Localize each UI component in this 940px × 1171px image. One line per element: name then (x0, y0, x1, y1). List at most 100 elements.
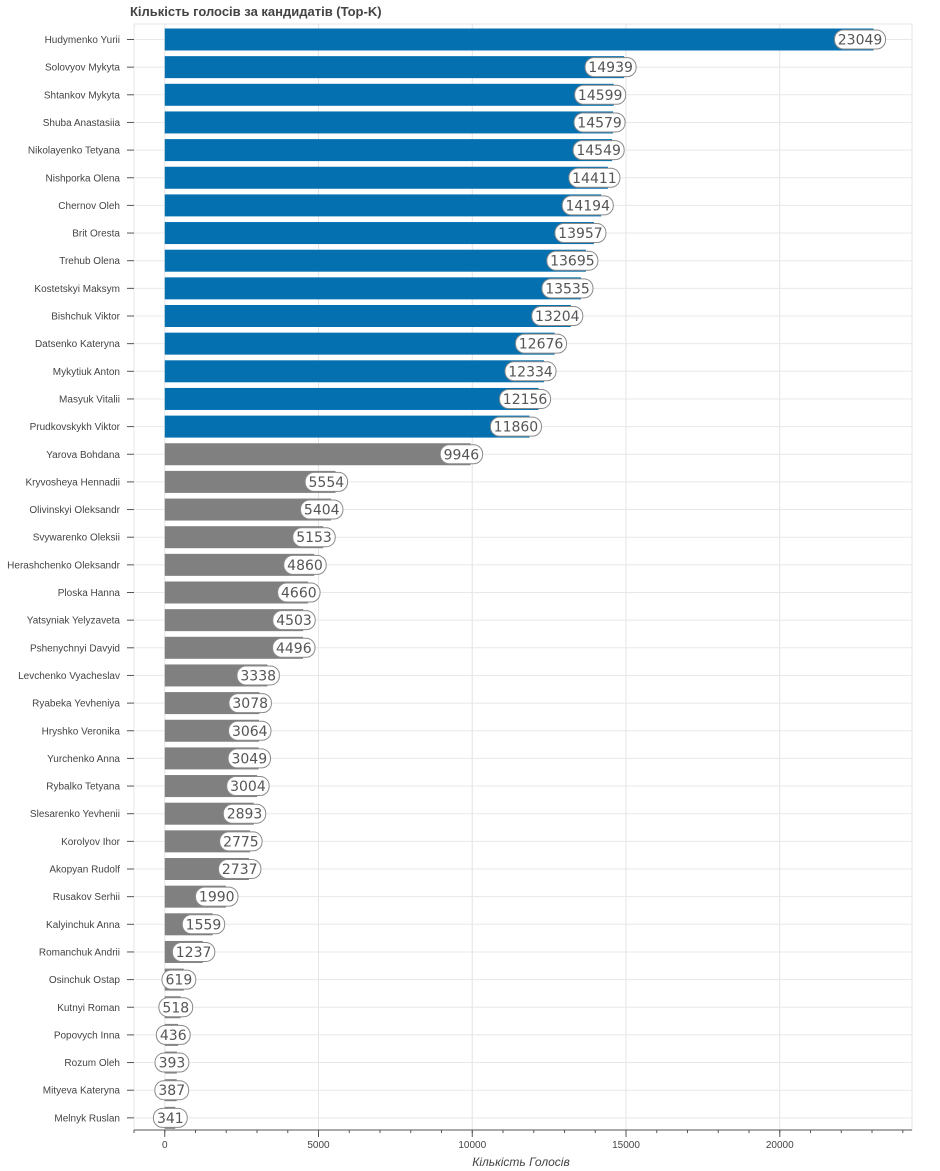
y-tick-label-24: Ryabeka Yevheniya (32, 699, 120, 710)
y-tick-label-36: Popovych Inna (54, 1030, 121, 1041)
data-label-box-27 (226, 776, 270, 797)
data-label-30: 2737 (222, 862, 258, 878)
data-label-box-37 (154, 1052, 190, 1073)
data-label-34: 619 (166, 973, 193, 989)
data-label-7: 13957 (558, 226, 603, 242)
data-label-box-38 (154, 1080, 190, 1101)
y-tick-label-7: Brit Oresta (72, 229, 120, 240)
data-label-box-36 (155, 1024, 191, 1045)
data-label-box-5 (568, 167, 621, 188)
data-label-39: 341 (157, 1111, 184, 1127)
data-label-3: 14579 (577, 115, 622, 131)
data-label-12: 12334 (508, 364, 553, 380)
data-label-box-3 (573, 112, 626, 133)
y-tick-label-3: Shuba Anastasiia (43, 118, 121, 129)
x-axis: 0 5000 10000 15000 20000 (133, 1129, 912, 1151)
bar-3 (164, 111, 614, 134)
data-label-31: 1990 (199, 890, 235, 906)
data-label-22: 4496 (276, 641, 312, 657)
data-label-25: 3064 (232, 724, 268, 740)
bar-8 (164, 249, 586, 272)
y-tick-label-16: Kryvosheya Hennadii (26, 477, 121, 488)
y-tick-label-0: Hudymenko Yurii (45, 35, 120, 46)
y-tick-label-11: Datsenko Kateryna (35, 339, 120, 350)
data-label-box-13 (499, 388, 552, 409)
y-tick-label-25: Hryshko Veronika (42, 726, 121, 737)
data-label-17: 5404 (304, 503, 340, 519)
bar-12 (164, 360, 545, 383)
data-label-0: 23049 (838, 33, 883, 49)
bar-0 (164, 28, 874, 51)
data-label-box-20 (277, 582, 321, 603)
data-label-box-23 (236, 665, 280, 686)
bar-11 (164, 332, 555, 355)
data-label-8: 13695 (550, 254, 595, 270)
bar-10 (164, 305, 571, 327)
y-tick-label-13: Masyuk Vitalii (59, 394, 120, 405)
data-label-box-0 (834, 29, 887, 50)
y-tick-label-19: Herashchenko Oleksandr (7, 560, 121, 571)
x-tick-label-4: 20000 (766, 1140, 794, 1151)
data-label-2: 14599 (578, 88, 623, 104)
y-tick-label-4: Nikolayenko Tetyana (28, 146, 121, 157)
x-tick-label-0: 0 (162, 1140, 168, 1151)
data-label-16: 5554 (309, 475, 345, 491)
y-tick-label-28: Slesarenko Yevhenii (30, 809, 120, 820)
data-label-box-11 (515, 333, 568, 354)
y-tick-label-37: Rozum Oleh (64, 1058, 120, 1069)
bar-15 (164, 443, 471, 466)
chart-title: Кількість голосів за кандидатів (Top-K) (130, 4, 382, 19)
data-label-box-8 (546, 250, 599, 271)
y-tick-label-10: Bishchuk Viktor (51, 312, 120, 323)
x-tick-label-1: 5000 (307, 1140, 330, 1151)
y-tick-label-18: Svywarenko Oleksii (33, 533, 120, 544)
bar-9 (164, 277, 581, 300)
data-label-box-39 (152, 1107, 188, 1128)
bar-4 (164, 139, 613, 162)
data-label-27: 3004 (230, 779, 266, 795)
data-label-29: 2775 (223, 834, 259, 850)
bar-20 (164, 581, 309, 604)
data-label-13: 12156 (503, 392, 548, 408)
x-tick-label-2: 10000 (458, 1140, 486, 1151)
data-label-box-17 (300, 499, 344, 520)
data-label-box-22 (272, 637, 316, 658)
y-tick-label-14: Prudkovskykh Viktor (30, 422, 121, 433)
data-label-box-24 (228, 693, 272, 714)
data-label-33: 1237 (176, 945, 212, 961)
data-label-box-31 (195, 886, 239, 907)
data-label-15: 9946 (444, 447, 480, 463)
data-label-23: 3338 (240, 668, 276, 684)
data-label-5: 14411 (572, 171, 617, 187)
data-label-box-25 (228, 720, 272, 741)
data-label-19: 4860 (287, 558, 323, 574)
data-label-box-9 (541, 278, 594, 299)
bar-19 (164, 553, 315, 576)
y-tick-label-29: Korolyov Ihor (61, 837, 121, 848)
y-tick-label-31: Rusakov Serhii (53, 892, 120, 903)
data-label-box-35 (158, 997, 194, 1018)
bar-2 (164, 83, 614, 106)
data-label-box-32 (181, 914, 226, 935)
data-label-box-2 (574, 84, 627, 105)
y-tick-label-26: Yurchenko Anna (47, 754, 120, 765)
data-label-1: 14939 (588, 60, 633, 76)
data-label-10: 13204 (535, 309, 580, 325)
y-tick-label-17: Olivinskyi Oleksandr (29, 505, 120, 516)
data-label-9: 13535 (545, 281, 590, 297)
y-tick-label-38: Mityeva Kateryna (43, 1086, 121, 1097)
data-label-14: 11860 (494, 420, 539, 436)
y-tick-label-8: Trehub Olena (59, 256, 120, 267)
y-tick-label-35: Kutnyi Roman (57, 1003, 120, 1014)
y-tick-label-22: Pshenychnyi Davyid (30, 643, 120, 654)
bar-7 (164, 222, 594, 245)
y-tick-label-39: Melnyk Ruslan (54, 1113, 120, 1124)
data-label-35: 518 (162, 1000, 189, 1016)
data-label-box-6 (561, 195, 614, 216)
data-label-11: 12676 (519, 337, 564, 353)
bar-21 (164, 609, 304, 632)
bar-6 (164, 194, 602, 217)
data-label-28: 2893 (227, 807, 263, 823)
data-label-20: 4660 (281, 586, 317, 602)
